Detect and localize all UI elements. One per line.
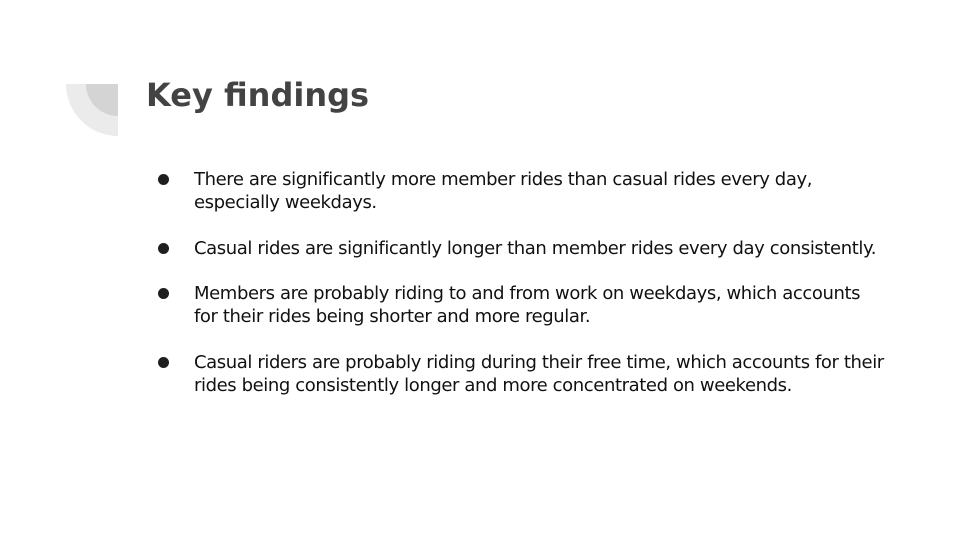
list-item: Casual rides are significantly longer th… bbox=[146, 237, 886, 260]
list-item: There are significantly more member ride… bbox=[146, 168, 886, 214]
bullet-dot-icon bbox=[158, 242, 169, 254]
list-item-text: There are significantly more member ride… bbox=[194, 169, 813, 213]
list-item: Casual riders are probably riding during… bbox=[146, 351, 886, 397]
list-item-text: Casual riders are probably riding during… bbox=[194, 351, 884, 396]
list-item: Members are probably riding to and from … bbox=[146, 282, 886, 328]
bullet-dot-icon bbox=[158, 174, 169, 185]
bullet-dot-icon bbox=[158, 288, 169, 299]
bullet-dot-icon bbox=[158, 356, 169, 368]
findings-list: There are significantly more member ride… bbox=[146, 168, 886, 419]
quarter-circle-corner-icon bbox=[66, 84, 118, 136]
list-item-text: Casual rides are significantly longer th… bbox=[194, 237, 877, 259]
list-item-text: Members are probably riding to and from … bbox=[194, 283, 861, 327]
slide-title: Key findings bbox=[146, 76, 370, 114]
